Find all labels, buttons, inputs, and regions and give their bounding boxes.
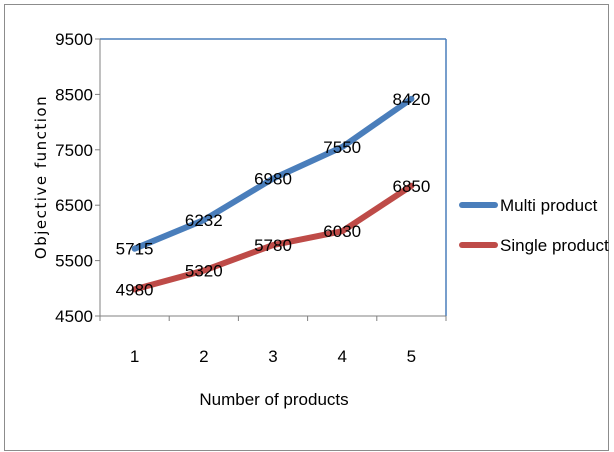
y-tick-label: 6500 [55, 196, 93, 215]
y-axis-ticks: 4500 5500 6500 7500 8500 9500 [55, 30, 100, 326]
data-label: 4980 [116, 280, 154, 299]
y-tick-label: 9500 [55, 30, 93, 49]
x-tick-label: 5 [407, 347, 416, 366]
data-label: 5715 [116, 240, 154, 259]
data-label: 7550 [323, 138, 361, 157]
data-label: 5320 [185, 262, 223, 281]
series-line-single-product [131, 182, 415, 293]
data-labels: 5715 6232 6980 7550 8420 4980 5320 5780 6030 6850 [116, 90, 431, 300]
data-label: 6980 [254, 170, 292, 189]
x-tick-label: 4 [337, 347, 346, 366]
data-label: 6030 [323, 222, 361, 241]
legend-label-single-product: Single product [500, 236, 609, 255]
data-label: 6232 [185, 211, 223, 230]
y-axis-title: Objective function [32, 95, 50, 259]
y-tick-label: 5500 [55, 252, 93, 271]
x-axis-title: Number of products [199, 390, 348, 409]
x-tick-label: 1 [130, 347, 139, 366]
legend-label-multi-product: Multi product [500, 196, 598, 215]
series-line-multi-product [131, 95, 415, 252]
y-tick-label: 7500 [55, 141, 93, 160]
series-lines [131, 95, 415, 293]
y-tick-label: 4500 [55, 307, 93, 326]
x-tick-label: 2 [199, 347, 208, 366]
data-label: 6850 [392, 177, 430, 196]
x-axis-ticks: 1 2 3 4 5 [99, 316, 447, 366]
y-tick-label: 8500 [55, 85, 93, 104]
data-label: 5780 [254, 236, 292, 255]
x-tick-label: 3 [268, 347, 277, 366]
chart-frame [4, 4, 609, 451]
legend: Multi product Single product [459, 196, 609, 255]
plot-area [99, 38, 447, 317]
data-label: 8420 [392, 90, 430, 109]
